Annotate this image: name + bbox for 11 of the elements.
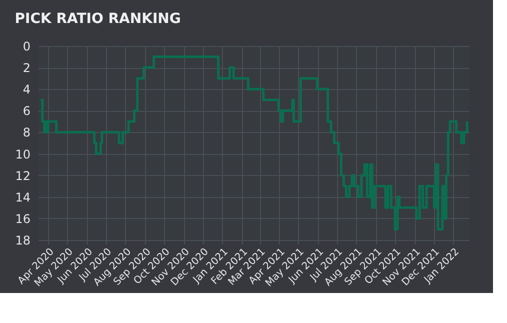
y-tick-label: 0 <box>22 40 30 54</box>
y-tick-label: 4 <box>22 82 30 97</box>
y-tick-label: 8 <box>22 126 30 140</box>
y-tick-label: 16 <box>15 212 30 226</box>
y-tick-label: 18 <box>15 234 30 248</box>
y-tick-label: 14 <box>15 190 30 204</box>
y-tick-label: 2 <box>22 61 30 76</box>
y-tick-label: 6 <box>22 104 30 118</box>
chart-title: PICK RATIO RANKING <box>14 11 181 27</box>
y-tick-label: 10 <box>15 147 30 162</box>
y-tick-label: 12 <box>15 168 30 183</box>
